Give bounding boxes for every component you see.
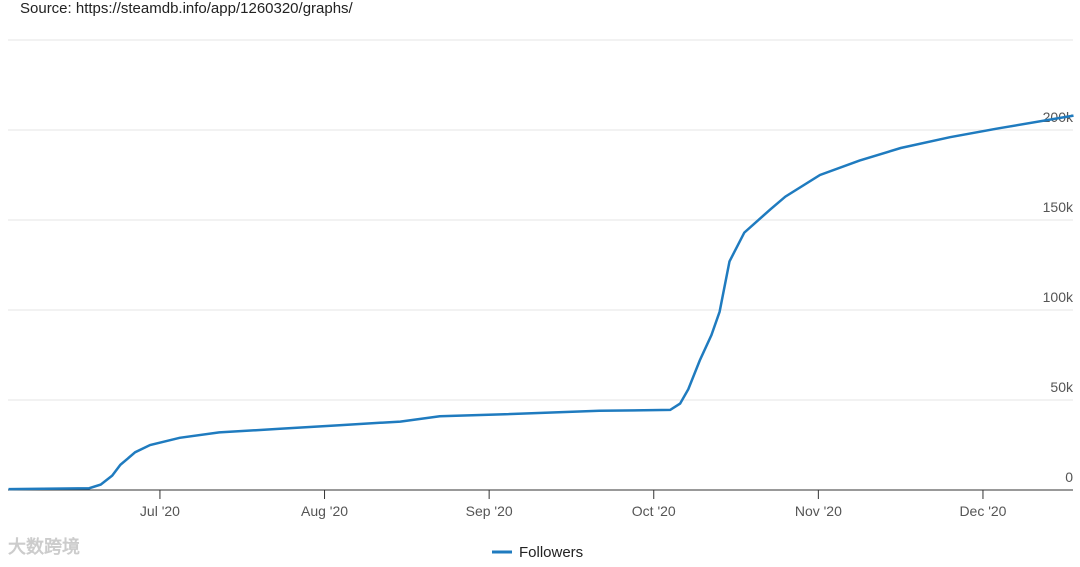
source-note: Source: https://steamdb.info/app/1260320…	[20, 0, 354, 17]
y-tick-label: 100k	[1043, 289, 1074, 305]
y-tick-label: 50k	[1050, 379, 1074, 395]
x-tick-label: Dec '20	[959, 503, 1006, 519]
y-tick-label: 0	[1065, 469, 1073, 485]
x-tick-label: Jul '20	[140, 503, 180, 519]
y-tick-label: 150k	[1043, 199, 1074, 215]
series-line	[8, 114, 1074, 491]
x-tick-label: Nov '20	[795, 503, 842, 519]
watermark: 大数跨境	[8, 536, 80, 557]
x-tick-label: Sep '20	[466, 503, 513, 519]
x-tick-label: Oct '20	[632, 503, 676, 519]
x-tick-label: Aug '20	[301, 503, 348, 519]
legend-label: Followers	[519, 544, 583, 561]
